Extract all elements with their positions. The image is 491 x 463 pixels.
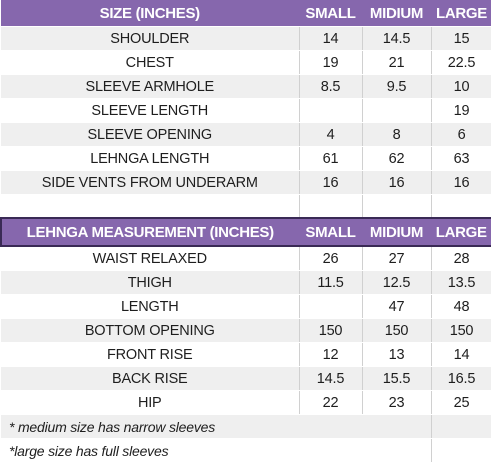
measurement-label: HIP [1,390,300,415]
lehnga-header-label: LEHNGA MEASUREMENT (INCHES) [0,217,300,247]
large-value: 13.5 [431,270,491,295]
measurement-label: LENGTH [1,294,300,319]
table-row: SIDE VENTS FROM UNDERARM 16 16 16 [1,170,491,195]
small-value: 150 [299,318,363,343]
table-row: SLEEVE ARMHOLE 8.5 9.5 10 [1,74,491,99]
table-row: SLEEVE OPENING 4 8 6 [1,122,491,147]
measurement-label: THIGH [1,270,300,295]
small-value [299,294,363,319]
measurement-label: SLEEVE ARMHOLE [1,74,300,99]
measurement-label: CHEST [1,50,300,75]
small-value: 14 [299,26,363,51]
small-value: 19 [299,50,363,75]
large-value: 10 [431,74,491,99]
table-row: FRONT RISE 12 13 14 [1,342,491,367]
lehnga-header-small: SMALL [299,217,363,247]
table-row: BACK RISE 14.5 15.5 16.5 [1,366,491,391]
medium-value [362,98,432,123]
size-header-row: SIZE (INCHES) SMALL MIDIUM LARGE [1,0,491,27]
medium-value: 62 [362,146,432,171]
medium-value: 9.5 [362,74,432,99]
small-value: 11.5 [299,270,363,295]
size-header-small: SMALL [299,0,363,27]
small-value [299,98,363,123]
large-value: 6 [431,122,491,147]
small-value: 22 [299,390,363,415]
medium-value: 21 [362,50,432,75]
measurement-label: SIDE VENTS FROM UNDERARM [1,170,300,195]
table-row: HIP 22 23 25 [1,390,491,415]
small-value: 61 [299,146,363,171]
lehnga-header-large: LARGE [431,217,491,247]
table-row: THIGH 11.5 12.5 13.5 [1,270,491,295]
measurement-label: SLEEVE OPENING [1,122,300,147]
small-value: 4 [299,122,363,147]
large-value: 14 [431,342,491,367]
measurement-label: BOTTOM OPENING [1,318,300,343]
size-header-large: LARGE [431,0,491,27]
size-header-label: SIZE (INCHES) [1,0,300,27]
note-row: * medium size has narrow sleeves [1,414,491,439]
large-value: 25 [431,390,491,415]
large-value: 22.5 [431,50,491,75]
medium-value: 8 [362,122,432,147]
size-header-medium: MIDIUM [362,0,432,27]
large-value: 28 [431,246,491,271]
table-row: LENGTH 47 48 [1,294,491,319]
large-value: 63 [431,146,491,171]
note-medium-sleeves: * medium size has narrow sleeves [1,414,362,439]
measurement-label: LEHNGA LENGTH [1,146,300,171]
large-value: 150 [431,318,491,343]
small-value: 8.5 [299,74,363,99]
note-row: *large size has full sleeves [1,438,491,463]
spacer-row [1,194,491,219]
large-value: 15 [431,26,491,51]
medium-value: 12.5 [362,270,432,295]
table-row: WAIST RELAXED 26 27 28 [1,246,491,271]
large-value: 16 [431,170,491,195]
large-value: 48 [431,294,491,319]
table-row: SLEEVE LENGTH 19 [1,98,491,123]
measurement-label: BACK RISE [1,366,300,391]
medium-value: 27 [362,246,432,271]
lehnga-header-row: LEHNGA MEASUREMENT (INCHES) SMALL MIDIUM… [0,217,491,247]
table-row: LEHNGA LENGTH 61 62 63 [1,146,491,171]
lehnga-header-medium: MIDIUM [362,217,432,247]
table-row: BOTTOM OPENING 150 150 150 [1,318,491,343]
small-value: 16 [299,170,363,195]
large-value: 19 [431,98,491,123]
medium-value: 47 [362,294,432,319]
small-value: 14.5 [299,366,363,391]
table-row: SHOULDER 14 14.5 15 [1,26,491,51]
medium-value: 13 [362,342,432,367]
measurement-label: SLEEVE LENGTH [1,98,300,123]
measurement-label: FRONT RISE [1,342,300,367]
medium-value: 14.5 [362,26,432,51]
medium-value: 150 [362,318,432,343]
note-large-sleeves: *large size has full sleeves [1,438,362,463]
medium-value: 16 [362,170,432,195]
large-value: 16.5 [431,366,491,391]
medium-value: 15.5 [362,366,432,391]
small-value: 26 [299,246,363,271]
measurement-label: WAIST RELAXED [1,246,300,271]
small-value: 12 [299,342,363,367]
table-row: CHEST 19 21 22.5 [1,50,491,75]
medium-value: 23 [362,390,432,415]
measurement-label: SHOULDER [1,26,300,51]
